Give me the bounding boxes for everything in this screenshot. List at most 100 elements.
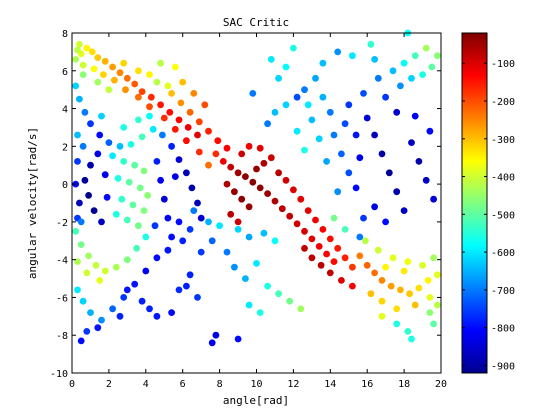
scatter-point xyxy=(400,59,408,67)
scatter-point xyxy=(135,116,142,124)
scatter-point xyxy=(90,65,98,73)
scatter-point xyxy=(166,108,174,116)
x-tick-label: 4 xyxy=(143,379,149,390)
scatter-point xyxy=(76,95,83,103)
scatter-point xyxy=(400,207,408,215)
scatter-point xyxy=(334,188,342,196)
scatter-point xyxy=(308,235,316,243)
scatter-point xyxy=(140,207,148,215)
scatter-point xyxy=(400,267,408,275)
scatter-point xyxy=(397,286,404,294)
scatter-point xyxy=(334,244,342,252)
scatter-point xyxy=(245,301,253,309)
scatter-point xyxy=(131,80,139,88)
scatter-point xyxy=(312,216,319,224)
scatter-point xyxy=(393,305,401,313)
y-tick-label: 6 xyxy=(62,67,68,78)
scatter-point xyxy=(112,210,120,218)
scatter-point xyxy=(341,226,349,233)
scatter-point xyxy=(315,135,323,143)
scatter-point xyxy=(171,63,179,71)
scatter-point xyxy=(197,248,205,256)
scatter-point xyxy=(183,282,190,290)
colorbar-ticks: -100 -200 -300 -400 -500 -600 -700 -800 -900 xyxy=(462,59,515,372)
scatter-point xyxy=(157,101,165,109)
scatter-point xyxy=(131,280,139,288)
scatter-point xyxy=(79,297,87,305)
scatter-point xyxy=(160,195,168,203)
scatter-point xyxy=(349,282,356,290)
x-tick-label: 18 xyxy=(398,379,410,390)
scatter-point xyxy=(260,229,268,237)
x-tick-label: 20 xyxy=(435,379,447,390)
scatter-point xyxy=(323,158,330,165)
colorbar-tick-label: -100 xyxy=(491,59,515,70)
scatter-point xyxy=(256,184,264,192)
scatter-point xyxy=(323,250,330,258)
scatter-point xyxy=(190,90,198,97)
scatter-point xyxy=(293,93,301,101)
x-axis-ticks: 0 2 4 6 8 10 12 14 16 18 20 xyxy=(69,33,447,390)
scatter-point xyxy=(301,244,308,252)
y-tick-label: 2 xyxy=(62,142,68,153)
scatter-point xyxy=(378,150,386,158)
scatter-point xyxy=(271,237,279,245)
scatter-point xyxy=(338,277,345,284)
scatter-point xyxy=(98,218,105,226)
scatter-point xyxy=(330,131,338,139)
scatter-point xyxy=(238,195,246,203)
scatter-point xyxy=(72,56,80,63)
scatter-point xyxy=(186,108,194,116)
scatter-point xyxy=(349,52,356,60)
scatter-point xyxy=(253,260,260,267)
scatter-point xyxy=(374,246,382,254)
scatter-point xyxy=(326,108,334,116)
scatter-point xyxy=(136,184,144,192)
scatter-point xyxy=(408,335,415,343)
scatter-point xyxy=(109,63,116,71)
scatter-point xyxy=(360,214,367,222)
scatter-point xyxy=(293,220,301,228)
scatter-point xyxy=(129,201,137,209)
scatter-point xyxy=(183,169,190,177)
scatter-point xyxy=(74,158,81,165)
scatter-point xyxy=(168,90,176,97)
scatter-point xyxy=(194,294,201,301)
scatter-point xyxy=(116,142,124,150)
scatter-point xyxy=(297,195,305,203)
scatter-point xyxy=(194,199,201,207)
scatter-point xyxy=(264,282,271,290)
scatter-point xyxy=(205,161,212,169)
scatter-point xyxy=(87,120,94,128)
scatter-point xyxy=(245,142,253,150)
scatter-point xyxy=(205,218,212,226)
scatter-point xyxy=(304,101,312,109)
scatter-point xyxy=(341,254,349,262)
scatter-point xyxy=(94,324,102,332)
x-tick-label: 12 xyxy=(287,379,299,390)
scatter-point xyxy=(74,286,81,294)
scatter-point xyxy=(426,309,434,316)
scatter-point xyxy=(319,93,327,101)
scatter-point xyxy=(253,165,260,173)
scatter-point xyxy=(271,108,279,116)
scatter-point xyxy=(111,76,118,84)
scatter-point xyxy=(190,207,198,215)
scatter-point xyxy=(159,131,166,139)
scatter-point xyxy=(164,82,172,90)
y-tick-label: -8 xyxy=(56,331,68,342)
scatter-point xyxy=(122,86,129,94)
scatter-point xyxy=(319,226,327,233)
scatter-point xyxy=(286,212,294,220)
scatter-point xyxy=(334,48,342,56)
scatter-point xyxy=(77,218,85,226)
scatter-point xyxy=(116,69,124,77)
scatter-point xyxy=(175,218,183,226)
scatter-point xyxy=(338,150,345,158)
scatter-point xyxy=(256,309,264,316)
scatter-point xyxy=(164,214,172,222)
scatter-point xyxy=(430,254,437,262)
scatter-point xyxy=(157,59,165,67)
scatter-point xyxy=(205,127,212,135)
scatter-point xyxy=(88,48,96,56)
